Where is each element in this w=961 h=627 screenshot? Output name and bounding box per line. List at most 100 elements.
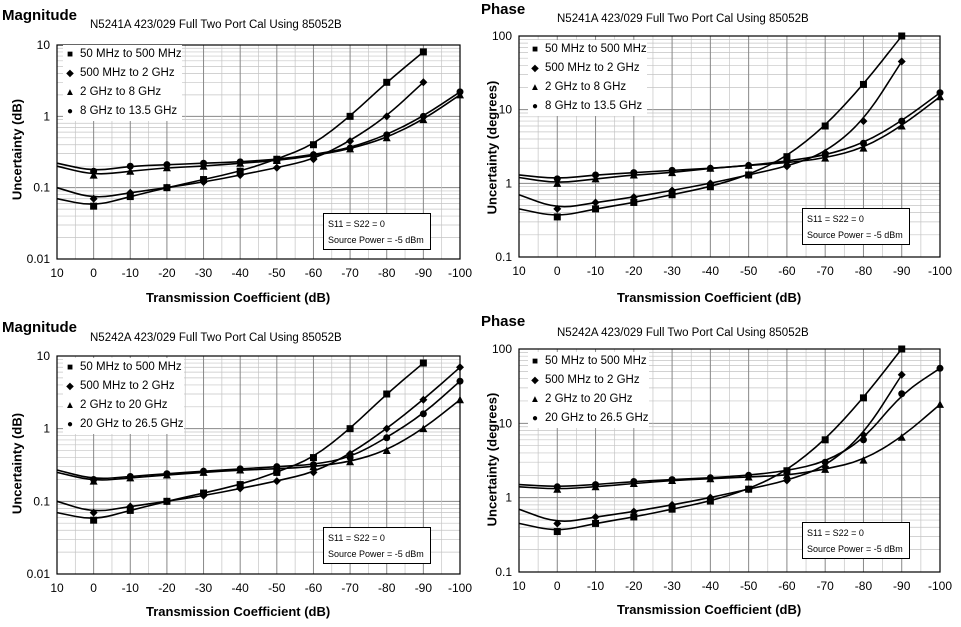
x-tick-label: -20 xyxy=(158,581,176,595)
data-point-triangle xyxy=(897,122,906,130)
data-point-circle xyxy=(745,471,753,479)
legend-label: 50 MHz to 500 MHz xyxy=(545,43,647,55)
grid xyxy=(518,36,941,258)
panel-heading: Magnitude xyxy=(2,319,77,336)
x-tick-label: -40 xyxy=(702,579,720,593)
triangle-marker-icon: ▲ xyxy=(530,82,540,93)
conditions-note: S11 = S22 = 0 Source Power = -5 dBm xyxy=(802,522,910,559)
data-point-square xyxy=(630,198,638,206)
data-point-diamond xyxy=(126,188,135,197)
x-tick-label: -70 xyxy=(817,579,835,593)
legend-label: 2 GHz to 8 GHz xyxy=(545,81,627,93)
square-marker-icon: ■ xyxy=(66,49,74,60)
data-point-triangle xyxy=(936,92,944,101)
data-point-square xyxy=(383,390,391,398)
data-point-circle xyxy=(668,166,676,174)
data-point-diamond xyxy=(419,78,428,87)
legend-label: 500 MHz to 2 GHz xyxy=(80,67,175,79)
data-point-diamond xyxy=(236,171,245,180)
legend-label: 20 GHz to 26.5 GHz xyxy=(80,418,184,430)
x-tick-label: -40 xyxy=(232,266,250,280)
series-line-4 xyxy=(56,380,461,480)
data-point-circle xyxy=(821,458,829,466)
data-point-triangle xyxy=(382,446,391,455)
data-point-diamond xyxy=(309,468,318,477)
data-point-square xyxy=(309,454,317,462)
data-point-triangle xyxy=(346,457,355,466)
x-tick-label: -70 xyxy=(341,581,359,595)
data-point-circle xyxy=(706,474,714,482)
data-point-square xyxy=(898,345,906,353)
x-tick-label: -60 xyxy=(778,579,796,593)
legend-label: 50 MHz to 500 MHz xyxy=(80,361,182,373)
data-point-triangle xyxy=(456,395,464,404)
chart-title: N5242A 423/029 Full Two Port Cal Using 8… xyxy=(90,332,342,344)
x-tick-label: 10 xyxy=(50,581,64,595)
diamond-marker-icon: ◆ xyxy=(66,68,74,79)
note-line: Source Power = -5 dBm xyxy=(807,544,903,554)
data-point-circle xyxy=(346,144,354,152)
square-marker-icon: ■ xyxy=(531,44,539,55)
note-line: S11 = S22 = 0 xyxy=(807,528,864,538)
note-line: S11 = S22 = 0 xyxy=(328,533,385,543)
data-point-circle xyxy=(236,158,244,166)
data-point-square xyxy=(668,191,676,199)
data-point-triangle xyxy=(821,465,830,473)
x-tick-label: -20 xyxy=(158,266,176,280)
data-point-diamond xyxy=(346,137,355,146)
note-line: S11 = S22 = 0 xyxy=(807,214,864,224)
data-point-circle xyxy=(592,171,600,179)
y-tick-label: 100 xyxy=(492,29,512,43)
data-point-circle xyxy=(553,175,561,183)
legend-item: ▲ 2 GHz to 8 GHz xyxy=(528,78,647,97)
legend-item: ■ 50 MHz to 500 MHz xyxy=(528,40,647,59)
data-point-circle xyxy=(706,164,714,172)
y-tick-label: 0.1 xyxy=(33,494,50,508)
triangle-marker-icon: ▲ xyxy=(65,87,75,98)
data-point-diamond xyxy=(591,198,600,207)
x-tick-label: -30 xyxy=(663,579,681,593)
y-tick-label: 10 xyxy=(37,349,51,363)
data-point-square xyxy=(821,436,829,444)
square-marker-icon: ■ xyxy=(531,356,539,367)
legend-item: ▲ 2 GHz to 20 GHz xyxy=(528,390,649,409)
legend-item: ■ 50 MHz to 500 MHz xyxy=(63,45,182,64)
data-point-diamond xyxy=(382,112,391,121)
data-point-square xyxy=(419,359,427,367)
chart-title: N5242A 423/029 Full Two Port Cal Using 8… xyxy=(557,327,809,339)
x-tick-label: -80 xyxy=(855,264,873,278)
x-axis-label: Transmission Coefficient (dB) xyxy=(617,290,802,305)
legend-label: 500 MHz to 2 GHz xyxy=(545,62,640,74)
legend-label: 2 GHz to 20 GHz xyxy=(545,393,633,405)
series-line-2 xyxy=(56,366,461,512)
data-point-triangle xyxy=(591,174,600,183)
data-point-circle xyxy=(346,454,354,462)
plot-frame xyxy=(518,35,941,258)
data-point-diamond xyxy=(199,491,208,500)
conditions-note: S11 = S22 = 0 Source Power = -5 dBm xyxy=(323,527,431,564)
x-axis-label: Transmission Coefficient (dB) xyxy=(146,604,331,619)
y-tick-label: 1 xyxy=(505,491,512,505)
x-tick-label: -60 xyxy=(778,264,796,278)
legend-item: ◆ 500 MHz to 2 GHz xyxy=(528,371,649,390)
data-point-triangle xyxy=(936,400,944,408)
data-point-circle xyxy=(630,478,638,486)
legend: ■ 50 MHz to 500 MHz ◆ 500 MHz to 2 GHz ▲ 2 … xyxy=(528,40,647,116)
data-point-diamond xyxy=(382,424,391,433)
data-point-circle xyxy=(456,88,464,96)
data-point-triangle xyxy=(126,167,135,175)
x-tick-label: -40 xyxy=(232,581,250,595)
data-point-diamond xyxy=(126,502,135,511)
legend-label: 20 GHz to 26.5 GHz xyxy=(545,412,649,424)
data-point-diamond xyxy=(744,170,753,179)
data-point-circle xyxy=(309,151,317,159)
data-point-circle xyxy=(783,157,791,165)
chart-title: N5241A 423/029 Full Two Port Cal Using 8… xyxy=(557,13,809,25)
triangle-marker-icon: ▲ xyxy=(65,400,75,411)
y-tick-label: 1 xyxy=(43,422,50,436)
x-tick-label: -80 xyxy=(378,266,396,280)
plot-frame xyxy=(56,44,461,260)
panel-heading: Magnitude xyxy=(2,7,77,24)
note-line: S11 = S22 = 0 xyxy=(328,219,385,229)
